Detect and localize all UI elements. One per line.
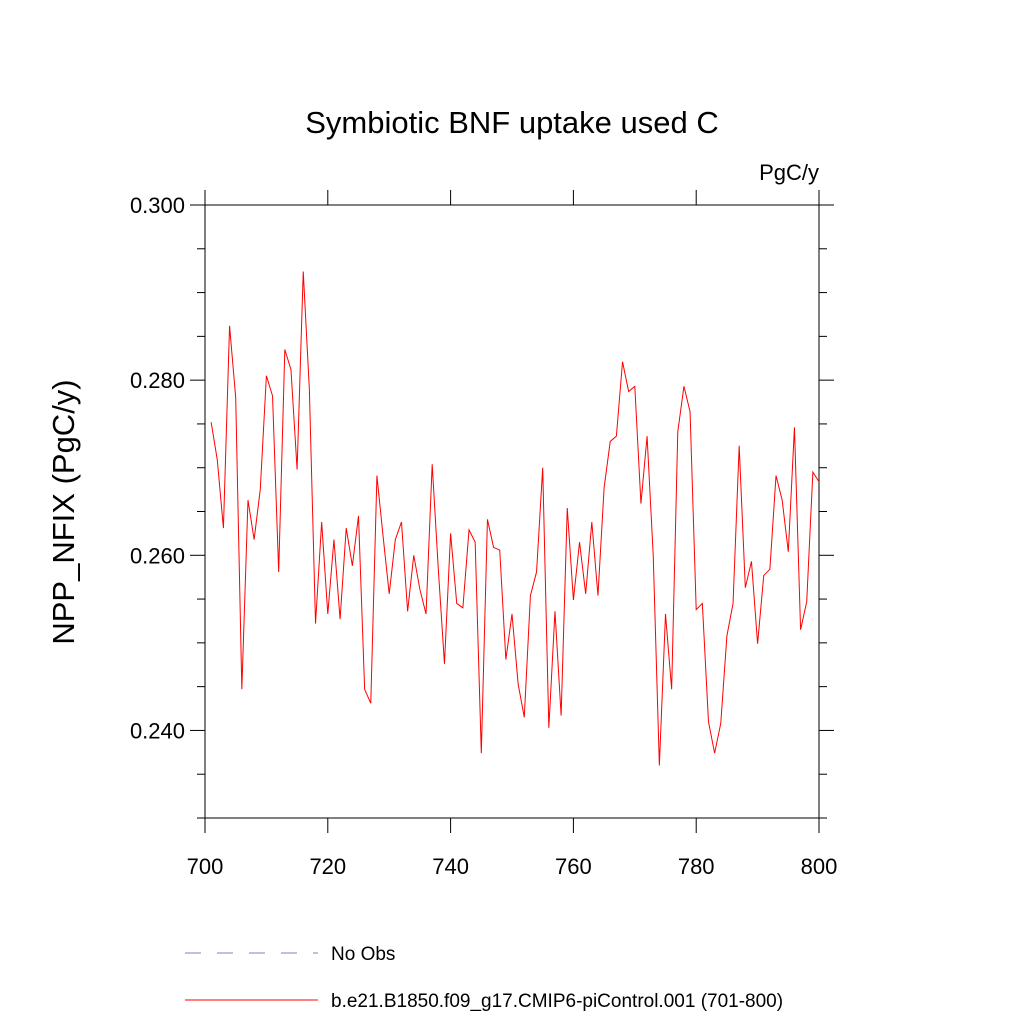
series-line	[210, 271, 820, 766]
y-axis-label: NPP_NFIX (PgC/y)	[46, 379, 81, 644]
y-tick-label: 0.240	[130, 718, 185, 743]
x-tick-label: 720	[309, 854, 346, 879]
legend-label: No Obs	[331, 944, 395, 965]
x-tick-label: 740	[432, 854, 469, 879]
x-tick-label: 700	[187, 854, 224, 879]
legend-label: b.e21.B1850.f09_g17.CMIP6-piControl.001 …	[331, 991, 783, 1012]
x-tick-label: 760	[555, 854, 592, 879]
chart-title: Symbiotic BNF uptake used C	[305, 105, 719, 140]
y-tick-label: 0.300	[130, 193, 185, 218]
plot-frame	[204, 204, 820, 819]
y-tick-label: 0.260	[130, 543, 185, 568]
x-tick-label: 780	[678, 854, 715, 879]
units-label: PgC/y	[759, 160, 819, 185]
x-tick-label: 800	[801, 854, 838, 879]
y-tick-label: 0.280	[130, 368, 185, 393]
